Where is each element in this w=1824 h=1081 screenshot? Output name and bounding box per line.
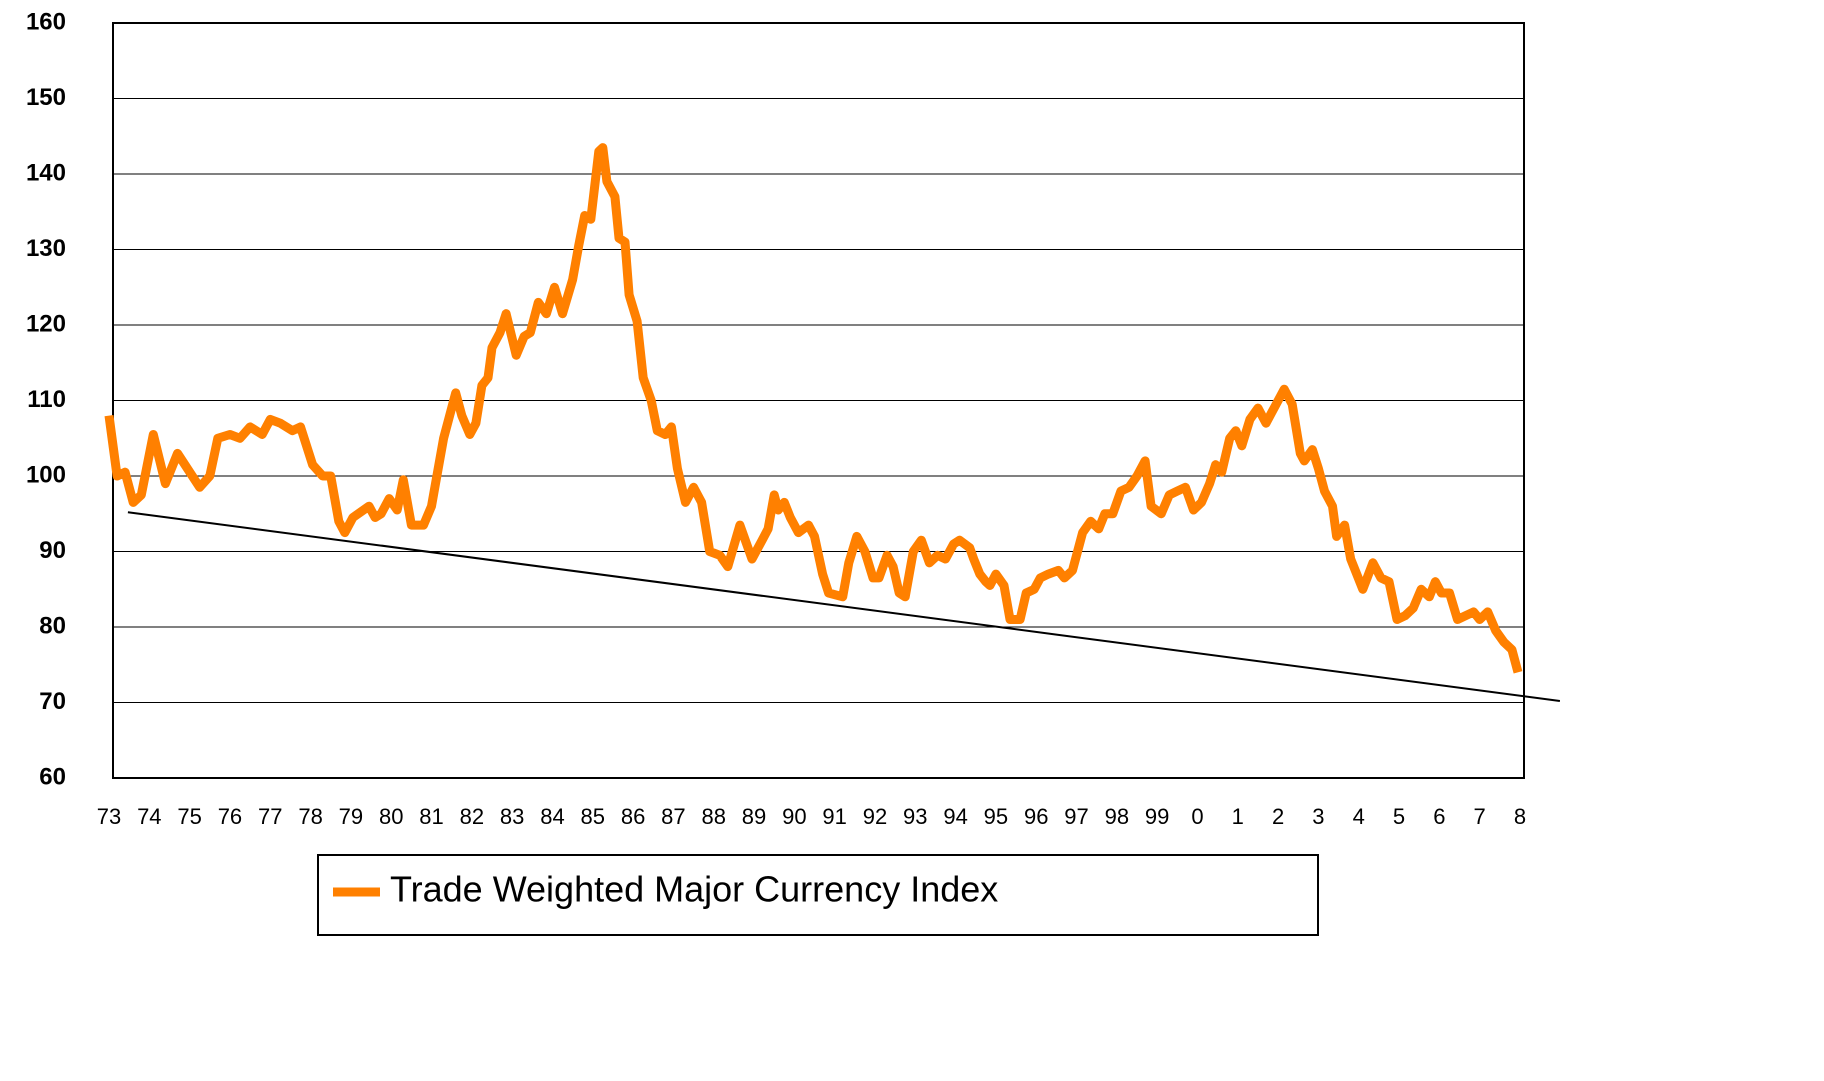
- x-tick-label: 89: [742, 804, 766, 829]
- x-tick-label: 74: [137, 804, 161, 829]
- x-tick-label: 83: [500, 804, 524, 829]
- x-tick-label: 82: [460, 804, 484, 829]
- x-tick-label: 86: [621, 804, 645, 829]
- x-tick-label: 94: [943, 804, 967, 829]
- x-tick-label: 75: [177, 804, 201, 829]
- x-tick-label: 77: [258, 804, 282, 829]
- x-tick-label: 93: [903, 804, 927, 829]
- y-tick-label: 150: [26, 84, 66, 111]
- x-tick-label: 4: [1353, 804, 1365, 829]
- x-tick-label: 3: [1312, 804, 1324, 829]
- x-tick-label: 7: [1474, 804, 1486, 829]
- y-tick-label: 90: [39, 537, 66, 564]
- y-tick-label: 70: [39, 688, 66, 715]
- x-tick-label: 96: [1024, 804, 1048, 829]
- plot-frame: [112, 22, 1525, 779]
- x-tick-label: 2: [1272, 804, 1284, 829]
- x-tick-label: 79: [339, 804, 363, 829]
- x-tick-label: 1: [1232, 804, 1244, 829]
- x-tick-label: 97: [1064, 804, 1088, 829]
- y-tick-label: 100: [26, 461, 66, 488]
- x-tick-label: 99: [1145, 804, 1169, 829]
- x-tick-label: 6: [1433, 804, 1445, 829]
- x-tick-label: 8: [1514, 804, 1526, 829]
- x-tick-label: 87: [661, 804, 685, 829]
- x-tick-label: 85: [581, 804, 605, 829]
- trend-line: [127, 511, 1561, 702]
- y-tick-label: 120: [26, 310, 66, 337]
- y-tick-label: 80: [39, 612, 66, 639]
- x-tick-label: 95: [984, 804, 1008, 829]
- legend-label: Trade Weighted Major Currency Index: [390, 869, 998, 910]
- x-tick-label: 5: [1393, 804, 1405, 829]
- x-tick-label: 80: [379, 804, 403, 829]
- x-tick-label: 91: [822, 804, 846, 829]
- x-tick-label: 73: [97, 804, 121, 829]
- legend-box: [317, 854, 1319, 936]
- y-tick-label: 110: [27, 386, 66, 413]
- x-tick-label: 90: [782, 804, 806, 829]
- x-tick-label: 0: [1191, 804, 1203, 829]
- x-tick-label: 78: [298, 804, 322, 829]
- y-tick-label: 130: [26, 235, 66, 262]
- x-tick-label: 88: [701, 804, 725, 829]
- x-tick-label: 98: [1105, 804, 1129, 829]
- y-tick-label: 140: [26, 159, 66, 186]
- x-tick-label: 84: [540, 804, 564, 829]
- x-tick-label: 92: [863, 804, 887, 829]
- series-line: [104, 143, 1523, 674]
- x-tick-label: 76: [218, 804, 242, 829]
- x-tick-label: 81: [419, 804, 443, 829]
- y-tick-label: 160: [26, 8, 66, 35]
- y-tick-label: 60: [39, 763, 66, 790]
